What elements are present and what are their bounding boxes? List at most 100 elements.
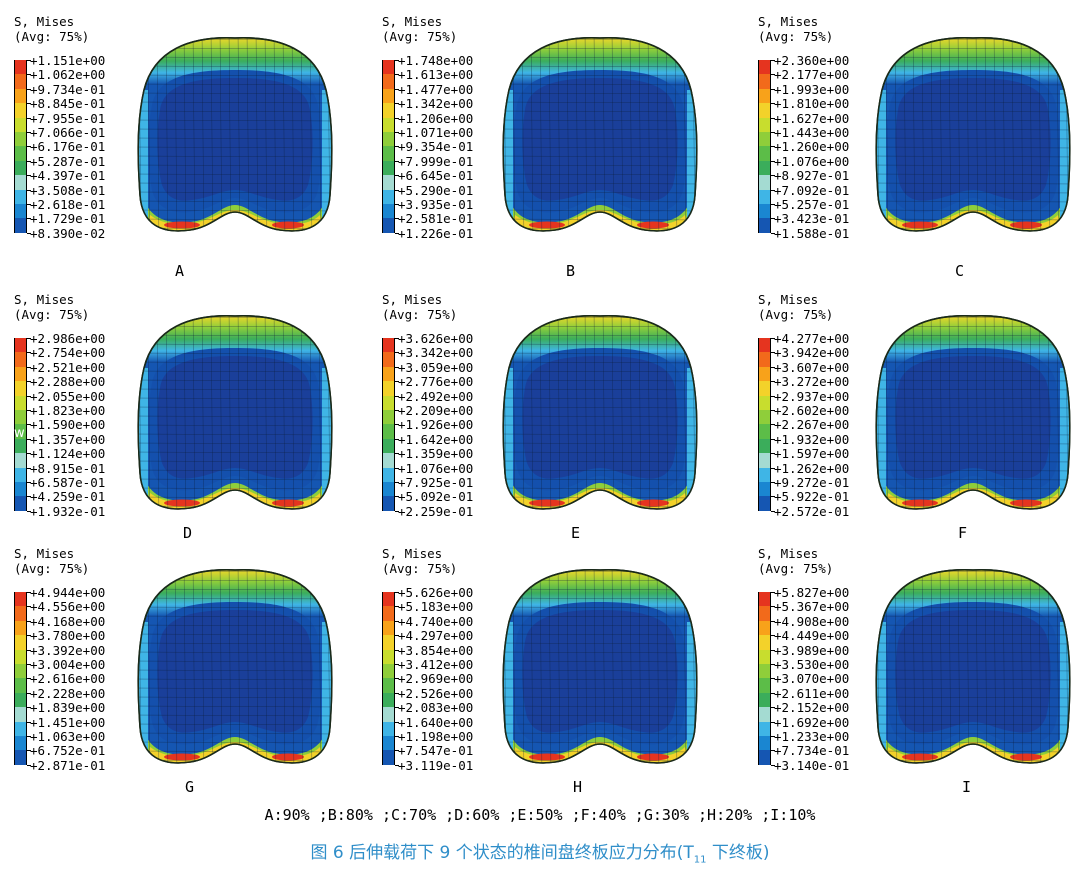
legend-value: +2.618e-01 <box>30 197 106 212</box>
legend-tick <box>771 678 775 680</box>
legend-tick <box>395 395 399 397</box>
legend-value: +2.602e+00 <box>774 403 850 418</box>
legend-swatch <box>382 635 395 650</box>
legend-swatch <box>14 750 27 765</box>
legend-tick <box>27 204 31 205</box>
legend-tick <box>27 606 31 608</box>
legend-swatch <box>382 189 395 204</box>
legend-swatch <box>14 189 27 204</box>
legend-subtitle: (Avg: 75%) <box>382 307 458 322</box>
legend-tick <box>27 736 31 737</box>
legend-swatch <box>382 117 395 132</box>
legend-tick <box>27 467 31 469</box>
legend-swatch <box>382 424 395 439</box>
legend-swatch <box>758 146 771 161</box>
legend-value: +5.183e+00 <box>398 599 474 615</box>
legend-swatch <box>382 160 395 176</box>
legend-swatch <box>14 60 27 75</box>
legend-value: +6.752e-01 <box>30 743 106 759</box>
legend-tick <box>395 496 399 498</box>
legend-value: +2.986e+00 <box>30 331 106 346</box>
legend-swatch <box>382 352 395 367</box>
legend-tick <box>27 175 31 177</box>
legend-subtitle: (Avg: 75%) <box>382 561 458 576</box>
legend-value: +1.262e+00 <box>774 460 850 476</box>
legend-value: +5.922e-01 <box>774 489 850 505</box>
legend-tick <box>395 592 399 593</box>
legend-swatch <box>14 635 27 650</box>
legend-value: +4.168e+00 <box>30 613 106 629</box>
legend-swatch <box>14 482 27 497</box>
legend-swatch <box>14 438 27 454</box>
legend-tick <box>27 160 31 162</box>
legend-value: +1.062e+00 <box>30 67 106 83</box>
legend-value: +4.556e+00 <box>30 599 106 615</box>
panel-e: S, Mises (Avg: 75%) +3.626e+00 +3.342e+00 +3… <box>376 290 716 560</box>
legend-tick <box>27 88 31 90</box>
legend-tick <box>27 750 31 752</box>
legend-value: +8.845e-01 <box>30 96 106 112</box>
legend-swatch <box>14 366 27 382</box>
legend-swatch <box>758 750 771 765</box>
legend-tick <box>395 366 399 368</box>
legend-swatch <box>758 366 771 382</box>
legend-tick <box>395 664 399 665</box>
legend-tick <box>771 664 775 665</box>
legend-swatch <box>14 424 27 439</box>
legend-swatch <box>14 467 27 482</box>
endplate-stress-contour <box>137 37 333 232</box>
legend-tick <box>27 620 31 622</box>
legend-tick <box>395 707 399 709</box>
legend-value: +9.272e-01 <box>774 475 850 490</box>
legend-value: +3.119e-01 <box>398 757 474 773</box>
legend-value: +3.423e-01 <box>774 211 850 227</box>
legend-tick <box>771 453 775 455</box>
legend-tick <box>395 232 399 234</box>
panel-label: E <box>571 524 581 542</box>
legend-value: +1.932e-01 <box>30 503 106 519</box>
figure-caption-subscript: 11 <box>693 854 707 866</box>
legend-value: +3.989e+00 <box>774 642 850 658</box>
legend-value: +1.597e+00 <box>774 446 850 462</box>
legend-swatch <box>382 750 395 765</box>
legend-tick <box>27 482 31 483</box>
legend-subtitle: (Avg: 75%) <box>758 561 834 576</box>
legend-swatch <box>758 88 771 104</box>
legend-tick <box>771 410 775 411</box>
legend-tick <box>771 189 775 191</box>
legend-tick <box>771 338 775 339</box>
legend-tick <box>395 606 399 608</box>
legend-value: +7.092e-01 <box>774 182 850 198</box>
legend-swatch <box>14 381 27 396</box>
legend-value: +2.581e-01 <box>398 211 474 227</box>
legend-tick <box>27 592 31 593</box>
legend-tick <box>27 74 31 76</box>
legend-tick <box>771 750 775 752</box>
legend-tick <box>395 160 399 162</box>
legend-swatch <box>758 189 771 204</box>
legend-tick <box>395 482 399 483</box>
endplate-stress-contour <box>875 315 1071 510</box>
panel-label: F <box>958 524 968 542</box>
legend-value: +1.993e+00 <box>774 81 850 97</box>
legend-tick <box>27 60 31 61</box>
legend-tick <box>395 438 399 440</box>
legend-tick <box>395 204 399 205</box>
legend-tick <box>395 424 399 426</box>
legend-swatch <box>758 103 771 118</box>
legend-tick <box>771 592 775 593</box>
legend-swatch <box>14 649 27 664</box>
legend-swatch <box>758 606 771 621</box>
legend-swatch <box>382 410 395 425</box>
legend-value: +7.547e-01 <box>398 743 474 759</box>
legend-swatch <box>758 664 771 679</box>
legend-tick <box>27 438 31 440</box>
legend-swatch <box>758 649 771 664</box>
legend-swatch <box>14 160 27 176</box>
legend-swatch <box>14 620 27 636</box>
legend-value: +7.066e-01 <box>30 125 106 140</box>
legend-value: +4.297e+00 <box>398 628 474 644</box>
legend-swatch <box>382 692 395 708</box>
legend-tick <box>771 232 775 234</box>
figure-caption: 图 6 后伸载荷下 9 个状态的椎间盘终板应力分布(T11 下终板) <box>0 838 1080 865</box>
